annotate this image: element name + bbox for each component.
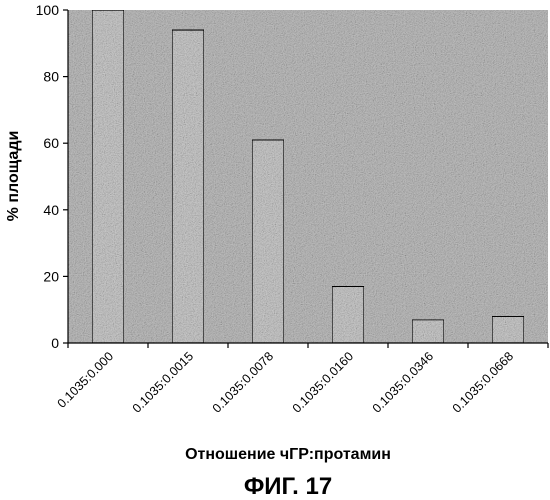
- x-tick-label: 0.1035:0.0078: [210, 349, 276, 415]
- bar-6: [492, 316, 524, 343]
- bar-2: [172, 30, 204, 343]
- bar-1: [92, 10, 124, 343]
- plot-area: [68, 10, 548, 343]
- bar-5: [412, 320, 444, 343]
- y-tick-label: 80: [43, 69, 59, 85]
- x-tick-label: 0.1035:0.0346: [370, 349, 436, 415]
- bar-4: [332, 286, 364, 343]
- x-axis-title: Отношение чГР:протамин: [185, 446, 391, 463]
- x-tick-label: 0.1035:0.0160: [290, 349, 356, 415]
- figure-caption: ФИГ. 17: [244, 473, 332, 500]
- y-tick-label: 60: [43, 135, 59, 151]
- y-tick-label: 20: [43, 268, 59, 284]
- x-tick-label: 0.1035:0.000: [55, 349, 117, 411]
- y-tick-label: 100: [36, 2, 60, 18]
- x-tick-label: 0.1035:0.0668: [450, 349, 516, 415]
- y-axis-title: % площади: [5, 131, 22, 222]
- y-tick-label: 0: [51, 335, 59, 351]
- y-tick-label: 40: [43, 202, 59, 218]
- x-tick-label: 0.1035:0.0015: [130, 349, 196, 415]
- bar-3: [252, 140, 284, 343]
